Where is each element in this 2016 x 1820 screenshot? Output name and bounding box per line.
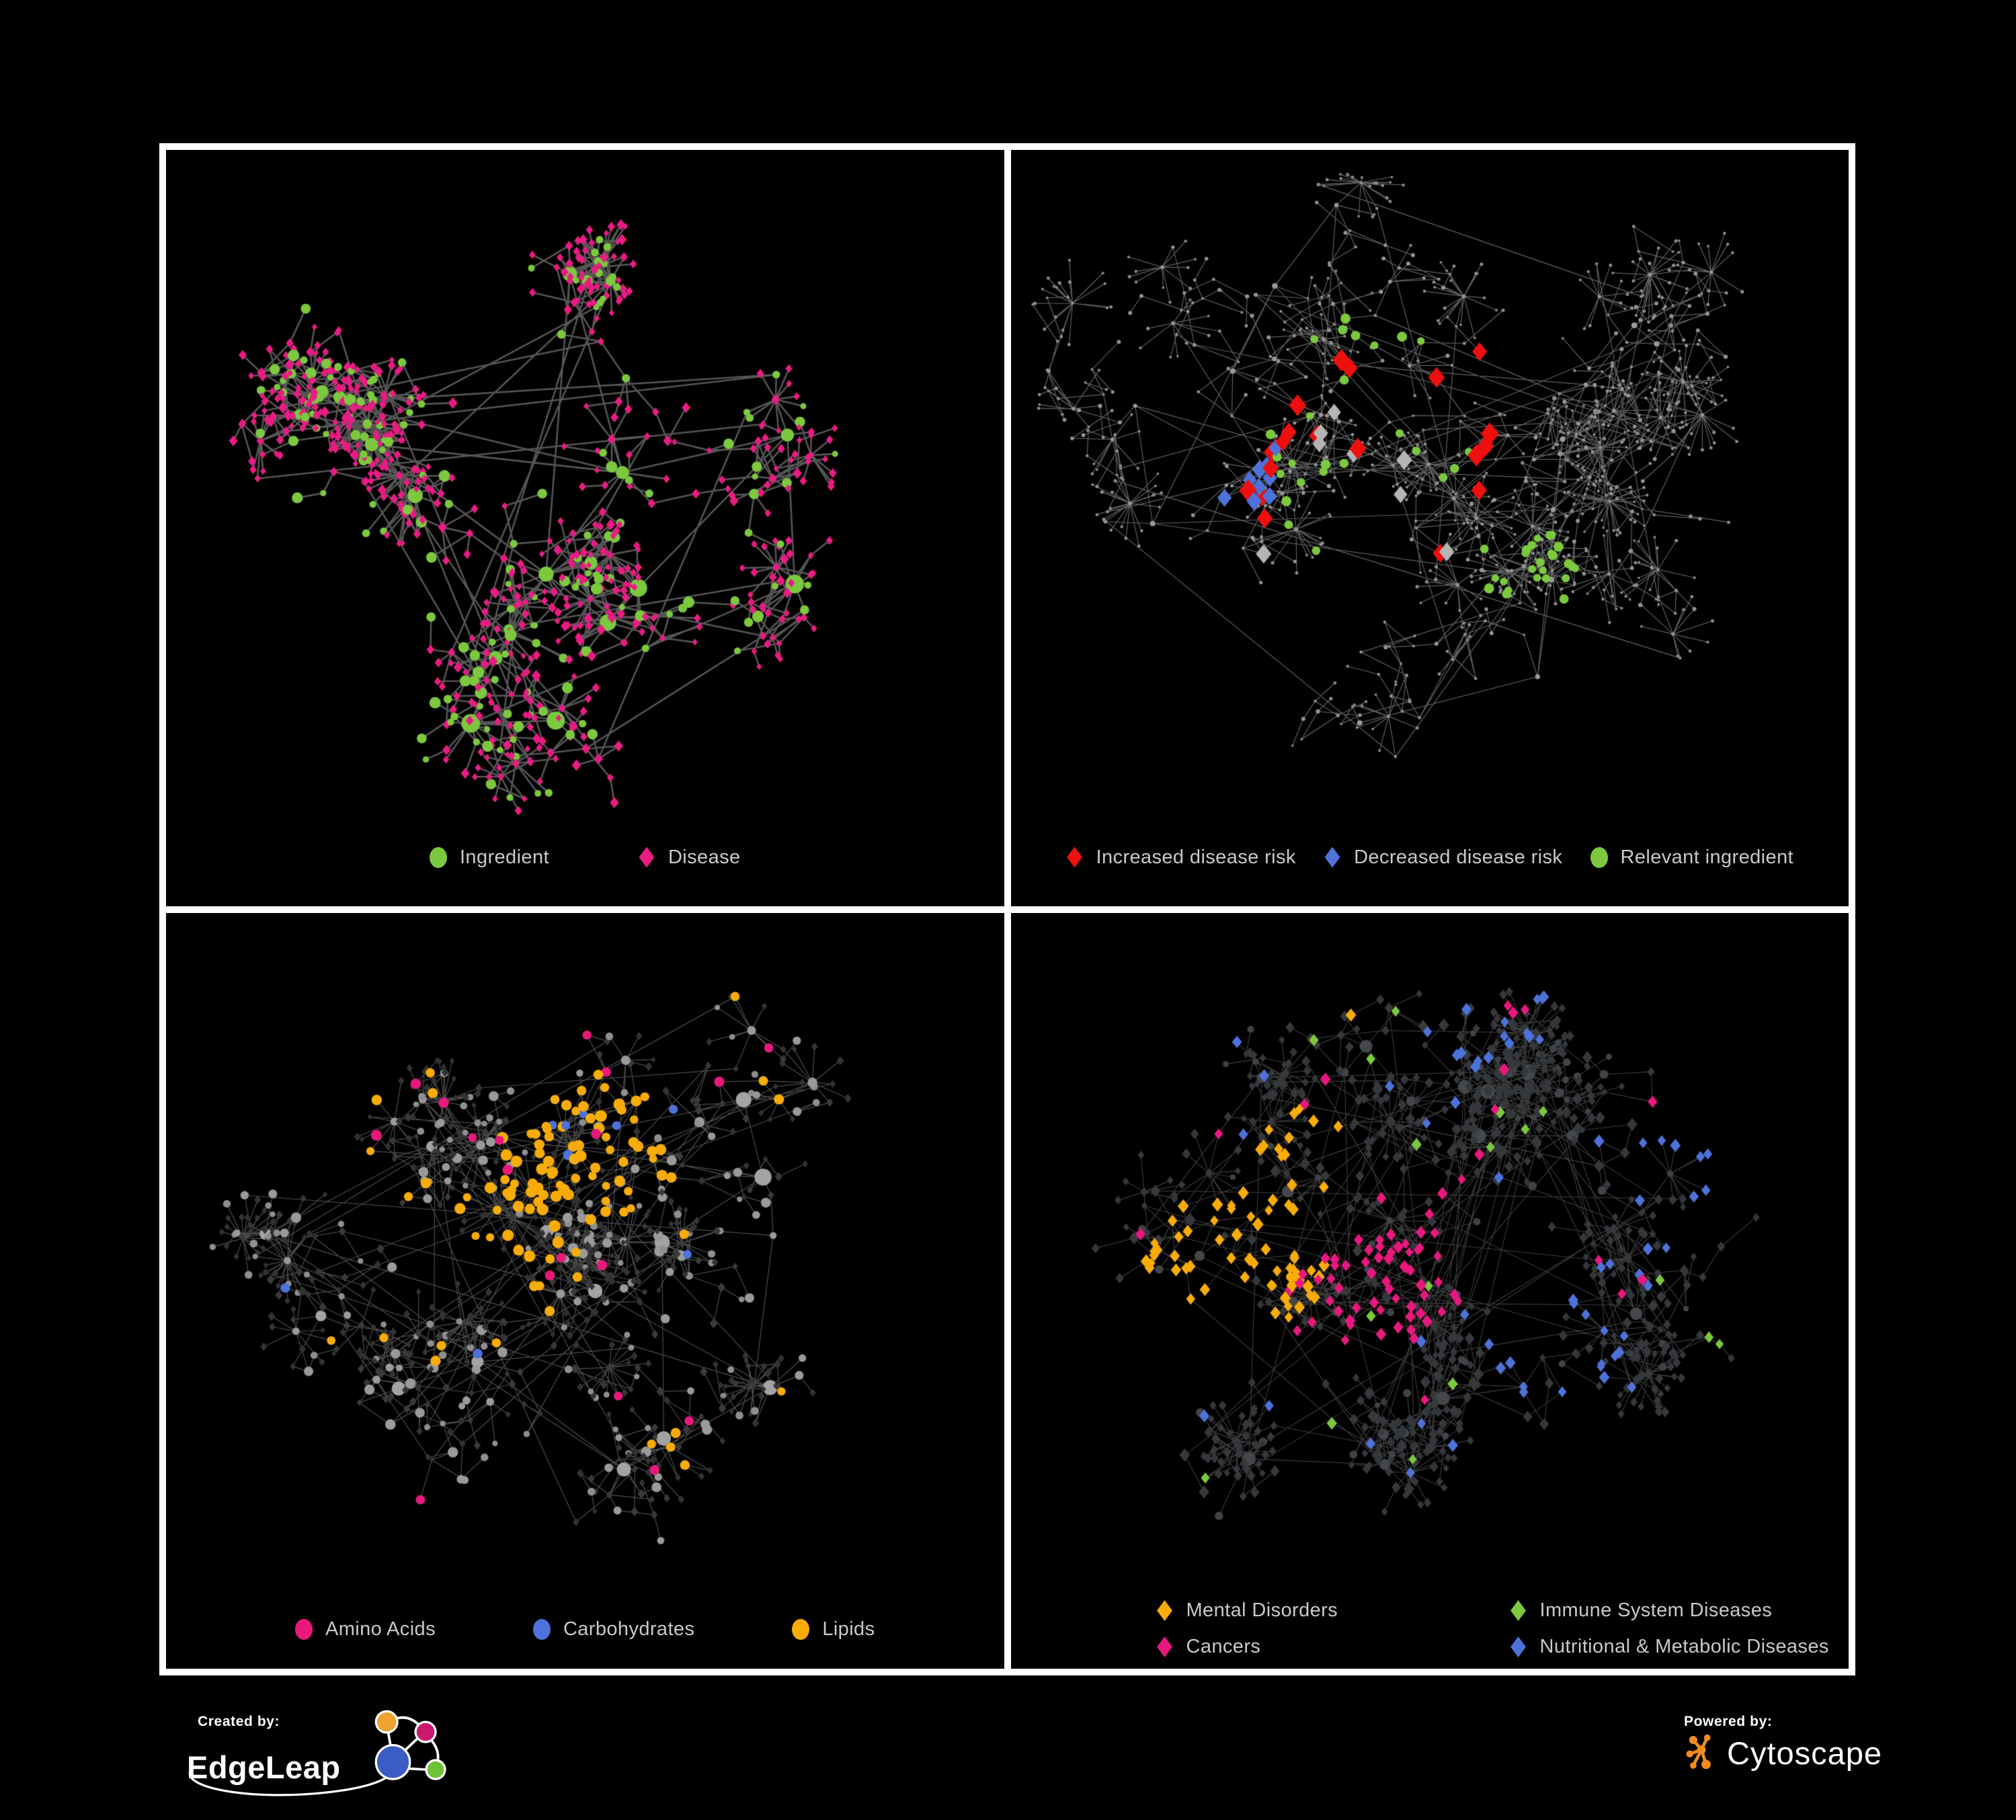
legend-item-decreased-risk: Decreased disease risk [1324,846,1562,869]
decreased-risk-marker-icon [1324,846,1340,868]
network-graph-nutrient-classes [166,912,1004,1669]
created-by-label: Created by: [198,1714,280,1729]
legend-item-increased-risk: Increased disease risk [1066,846,1296,869]
edgeleap-credit: Created by: EdgeLeap [187,1710,536,1815]
ingredient-marker-icon [429,846,447,868]
panel-grid: Ingredient Disease Increased disease ris… [159,143,1855,1675]
network-graph-ingredient-disease [166,150,1004,906]
legend-label: Nutritional & Metabolic Diseases [1539,1636,1829,1657]
network-graph-disease-risk [1010,150,1849,906]
legend-label: Decreased disease risk [1354,846,1563,868]
cytoscape-brand-text: Cytoscape [1727,1735,1883,1771]
legend-label: Ingredient [459,846,549,868]
legend-ingredient-disease: Ingredient Disease [166,846,1004,869]
immune-diseases-marker-icon [1510,1600,1526,1621]
legend-item-mental-disorders: Mental Disorders [1156,1599,1510,1622]
powered-by-label: Powered by: [1684,1714,1773,1729]
increased-risk-marker-icon [1067,846,1082,868]
amino-acids-marker-icon [295,1619,313,1640]
legend-item-ingredient: Ingredient [429,846,549,869]
panel-disease-classes: Mental Disorders Immune System Diseases … [1010,912,1849,1669]
legend-label: Increased disease risk [1096,846,1296,868]
carbohydrates-marker-icon [532,1619,551,1640]
mental-disorders-marker-icon [1157,1600,1172,1621]
legend-item-carbohydrates: Carbohydrates [532,1618,695,1640]
disease-marker-icon [639,846,655,868]
legend-item-amino-acids: Amino Acids [295,1618,436,1640]
legend-label: Immune System Diseases [1539,1599,1773,1621]
relevant-ingredient-marker-icon [1590,846,1608,868]
legend-label: Lipids [822,1618,875,1640]
legend-item-cancers: Cancers [1156,1636,1510,1658]
legend-label: Cancers [1186,1636,1261,1657]
legend-label: Carbohydrates [563,1618,695,1640]
legend-item-metabolic-diseases: Nutritional & Metabolic Diseases [1510,1636,1829,1658]
legend-item-disease: Disease [638,846,741,869]
panel-ingredient-disease: Ingredient Disease [166,150,1004,906]
legend-item-lipids: Lipids [792,1618,875,1640]
legend-label: Disease [668,846,741,868]
network-graph-disease-classes [1010,912,1849,1669]
cytoscape-credit: Powered by: Cytoscape [1684,1714,1882,1774]
legend-disease-classes: Mental Disorders Immune System Diseases … [1011,1599,1849,1658]
legend-label: Mental Disorders [1186,1599,1338,1621]
panel-nutrient-classes: Amino Acids Carbohydrates Lipids [166,912,1004,1669]
legend-disease-risk: Increased disease risk Decreased disease… [1011,846,1849,869]
lipids-marker-icon [792,1619,810,1640]
cancers-marker-icon [1157,1636,1172,1657]
metabolic-diseases-marker-icon [1510,1636,1526,1657]
legend-label: Amino Acids [325,1618,436,1640]
legend-label: Relevant ingredient [1620,846,1793,868]
legend-item-immune-diseases: Immune System Diseases [1510,1599,1829,1622]
legend-item-relevant-ingredient: Relevant ingredient [1590,846,1793,869]
panel-disease-risk: Increased disease risk Decreased disease… [1010,150,1849,906]
cytoscape-logo-icon [1686,1734,1711,1770]
edgeleap-brand-text: EdgeLeap [187,1749,341,1785]
edgeleap-logo-icon [188,1710,446,1796]
legend-nutrient-classes: Amino Acids Carbohydrates Lipids [166,1618,1004,1640]
